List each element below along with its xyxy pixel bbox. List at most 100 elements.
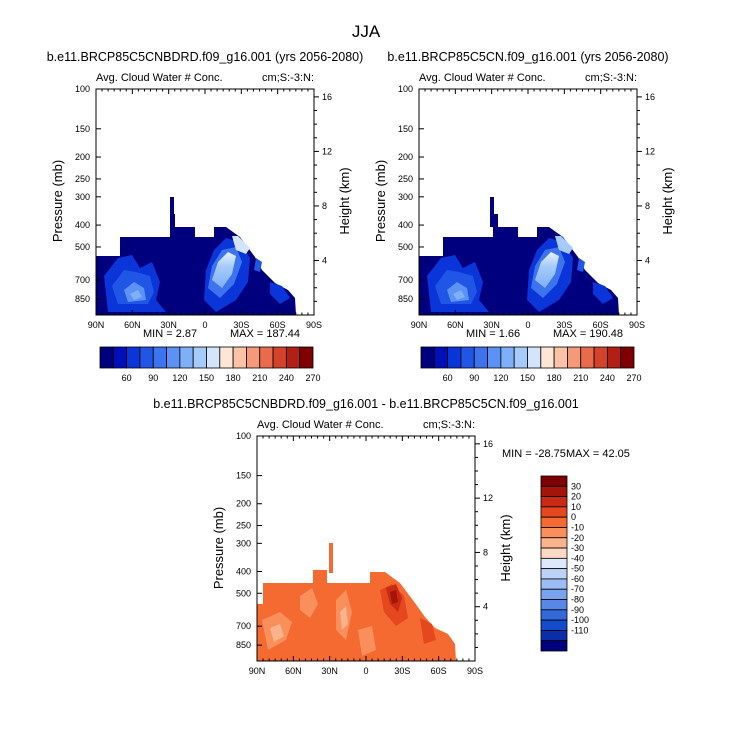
cbar-right-swatch [553, 346, 568, 369]
cbar-diff-label: -50 [571, 564, 584, 574]
cbar-right-swatch [487, 346, 502, 369]
diff-ytick-label: 500 [236, 588, 251, 598]
right-contour-4 [453, 290, 465, 300]
cbar-left-swatch [112, 346, 128, 369]
panel-right-units: cm;S:-3:N: [585, 72, 637, 84]
left-contour-10 [270, 282, 290, 304]
cbar-diff-swatch [540, 557, 568, 570]
panel-diff-subtitle: Avg. Cloud Water # Conc. [257, 419, 384, 431]
diff-ytick-label: 200 [236, 499, 251, 509]
cbar-left-swatch [299, 346, 314, 369]
cbar-diff-swatch [540, 496, 568, 508]
cbar-left-label: 60 [122, 373, 132, 383]
cbar-diff-swatch [540, 475, 568, 487]
cbar-left-swatch [139, 346, 154, 369]
left-ytick-label: 850 [75, 294, 90, 304]
diff-xtick-label: 30S [394, 666, 410, 676]
cbar-right-label: 150 [520, 373, 535, 383]
cbar-right-label: 180 [547, 373, 562, 383]
right-ytick-label: 300 [398, 192, 413, 202]
cbar-diff-label: -30 [571, 543, 584, 553]
panel-diff-field [257, 543, 456, 661]
panel-right-ylabel2: Height (km) [660, 167, 675, 234]
panel-left-title: b.e11.BRCP85C5CNBDRD.f09_g16.001 (yrs 20… [47, 50, 364, 64]
diff-xtick-label: 30N [321, 666, 338, 676]
left-xtick-label: 90S [306, 320, 322, 330]
left-ytick-label: 500 [75, 242, 90, 252]
right-xtick-label: 30S [556, 320, 572, 330]
cbar-diff-label: -40 [571, 553, 584, 563]
cbar-left-swatch [126, 346, 141, 369]
diff-xtick-label: 90N [249, 666, 266, 676]
panel-diff-ylabel2: Height (km) [498, 514, 513, 581]
left-ytick-label: 250 [75, 174, 90, 184]
right-ytick-label: 500 [398, 242, 413, 252]
panel-right-axes: 90N 60N 30N 0 30S 60S 90S 100 150 200 250 300 400 500… [398, 84, 655, 330]
left-xtick-label: 30N [160, 320, 177, 330]
panel-diff-max: MAX = 42.05 [566, 448, 630, 460]
cbar-diff-label: 20 [571, 492, 581, 502]
cbar-diff-swatch [540, 619, 568, 631]
right-ytick-label: 200 [398, 152, 413, 162]
panel-right-subtitle: Avg. Cloud Water # Conc. [419, 72, 546, 84]
cbar-left-swatch [166, 346, 181, 369]
panel-right-min: MIN = 1.66 [466, 328, 520, 340]
cbar-right-swatch [527, 346, 542, 369]
panel-diff-ylabel: Pressure (mb) [211, 507, 226, 589]
left-ytick-label: 150 [75, 124, 90, 134]
diff-y2tick-label: 8 [483, 547, 488, 557]
left-contour-7 [212, 252, 236, 288]
cbar-left-swatch [272, 346, 287, 369]
cbar-diff-swatch [540, 568, 568, 580]
diff-patch-3 [300, 588, 318, 618]
right-ytick-label: 400 [398, 220, 413, 230]
diff-patch-5 [340, 606, 348, 630]
cbar-right-swatch [500, 346, 515, 369]
panel-right-colorbar: 60 90 120 150 180 210 240 270 [420, 346, 642, 383]
cbar-diff-swatch [540, 640, 568, 652]
cbar-diff-label: -110 [571, 625, 588, 635]
left-xtick-label: 0 [202, 320, 207, 330]
cbar-diff-label: -10 [571, 522, 584, 532]
cbar-diff-swatch [540, 599, 568, 611]
cbar-right-swatch [433, 346, 449, 369]
cbar-left-label: 270 [305, 373, 320, 383]
cbar-right-label: 120 [493, 373, 508, 383]
diff-y2tick-label: 12 [483, 493, 493, 503]
cbar-diff-label: -90 [571, 605, 584, 615]
cbar-right-swatch [540, 346, 555, 369]
cbar-diff-swatch [540, 547, 568, 559]
right-xtick-label: 30N [483, 320, 500, 330]
right-xtick-label: 60S [593, 320, 609, 330]
cbar-diff-label: -100 [571, 615, 589, 625]
panel-diff-colorbar: 3020100-10-20-30-40-50-60-70-80-90-100-1… [540, 475, 589, 652]
cbar-diff-swatch [540, 516, 568, 528]
left-y2tick-label: 12 [322, 146, 332, 156]
cbar-right-swatch [606, 346, 622, 369]
cbar-left-label: 240 [279, 373, 294, 383]
panel-left-axes: 90N 60N 30N 0 30S 60S 90S 100 150 200 250 300 400 500… [75, 84, 332, 330]
right-ytick-label: 850 [398, 294, 413, 304]
right-xtick-label: 90S [629, 320, 645, 330]
left-xtick-label: 60S [270, 320, 286, 330]
cbar-diff-swatch [540, 609, 568, 621]
figure-title: JJA [352, 22, 381, 41]
panel-left-subtitle: Avg. Cloud Water # Conc. [96, 72, 223, 84]
cbar-right-swatch [447, 346, 462, 369]
panel-left-min: MIN = 2.87 [143, 328, 197, 340]
right-xtick-label: 0 [525, 320, 530, 330]
diff-patch-10 [420, 618, 436, 644]
cbar-left-swatch [206, 346, 221, 369]
diff-ytick-label: 300 [236, 538, 251, 548]
diff-xtick-label: 60N [285, 666, 302, 676]
cbar-left-swatch [152, 346, 167, 369]
cbar-right-swatch [593, 346, 608, 369]
diff-patch-8 [390, 590, 398, 604]
panel-diff-min: MIN = -28.75 [502, 448, 566, 460]
cbar-right-swatch [513, 346, 528, 369]
cbar-left-label: 150 [199, 373, 214, 383]
right-contour-10 [593, 282, 613, 304]
cbar-right-label: 90 [469, 373, 479, 383]
left-xtick-label: 30S [233, 320, 249, 330]
cbar-right-swatch [473, 346, 488, 369]
